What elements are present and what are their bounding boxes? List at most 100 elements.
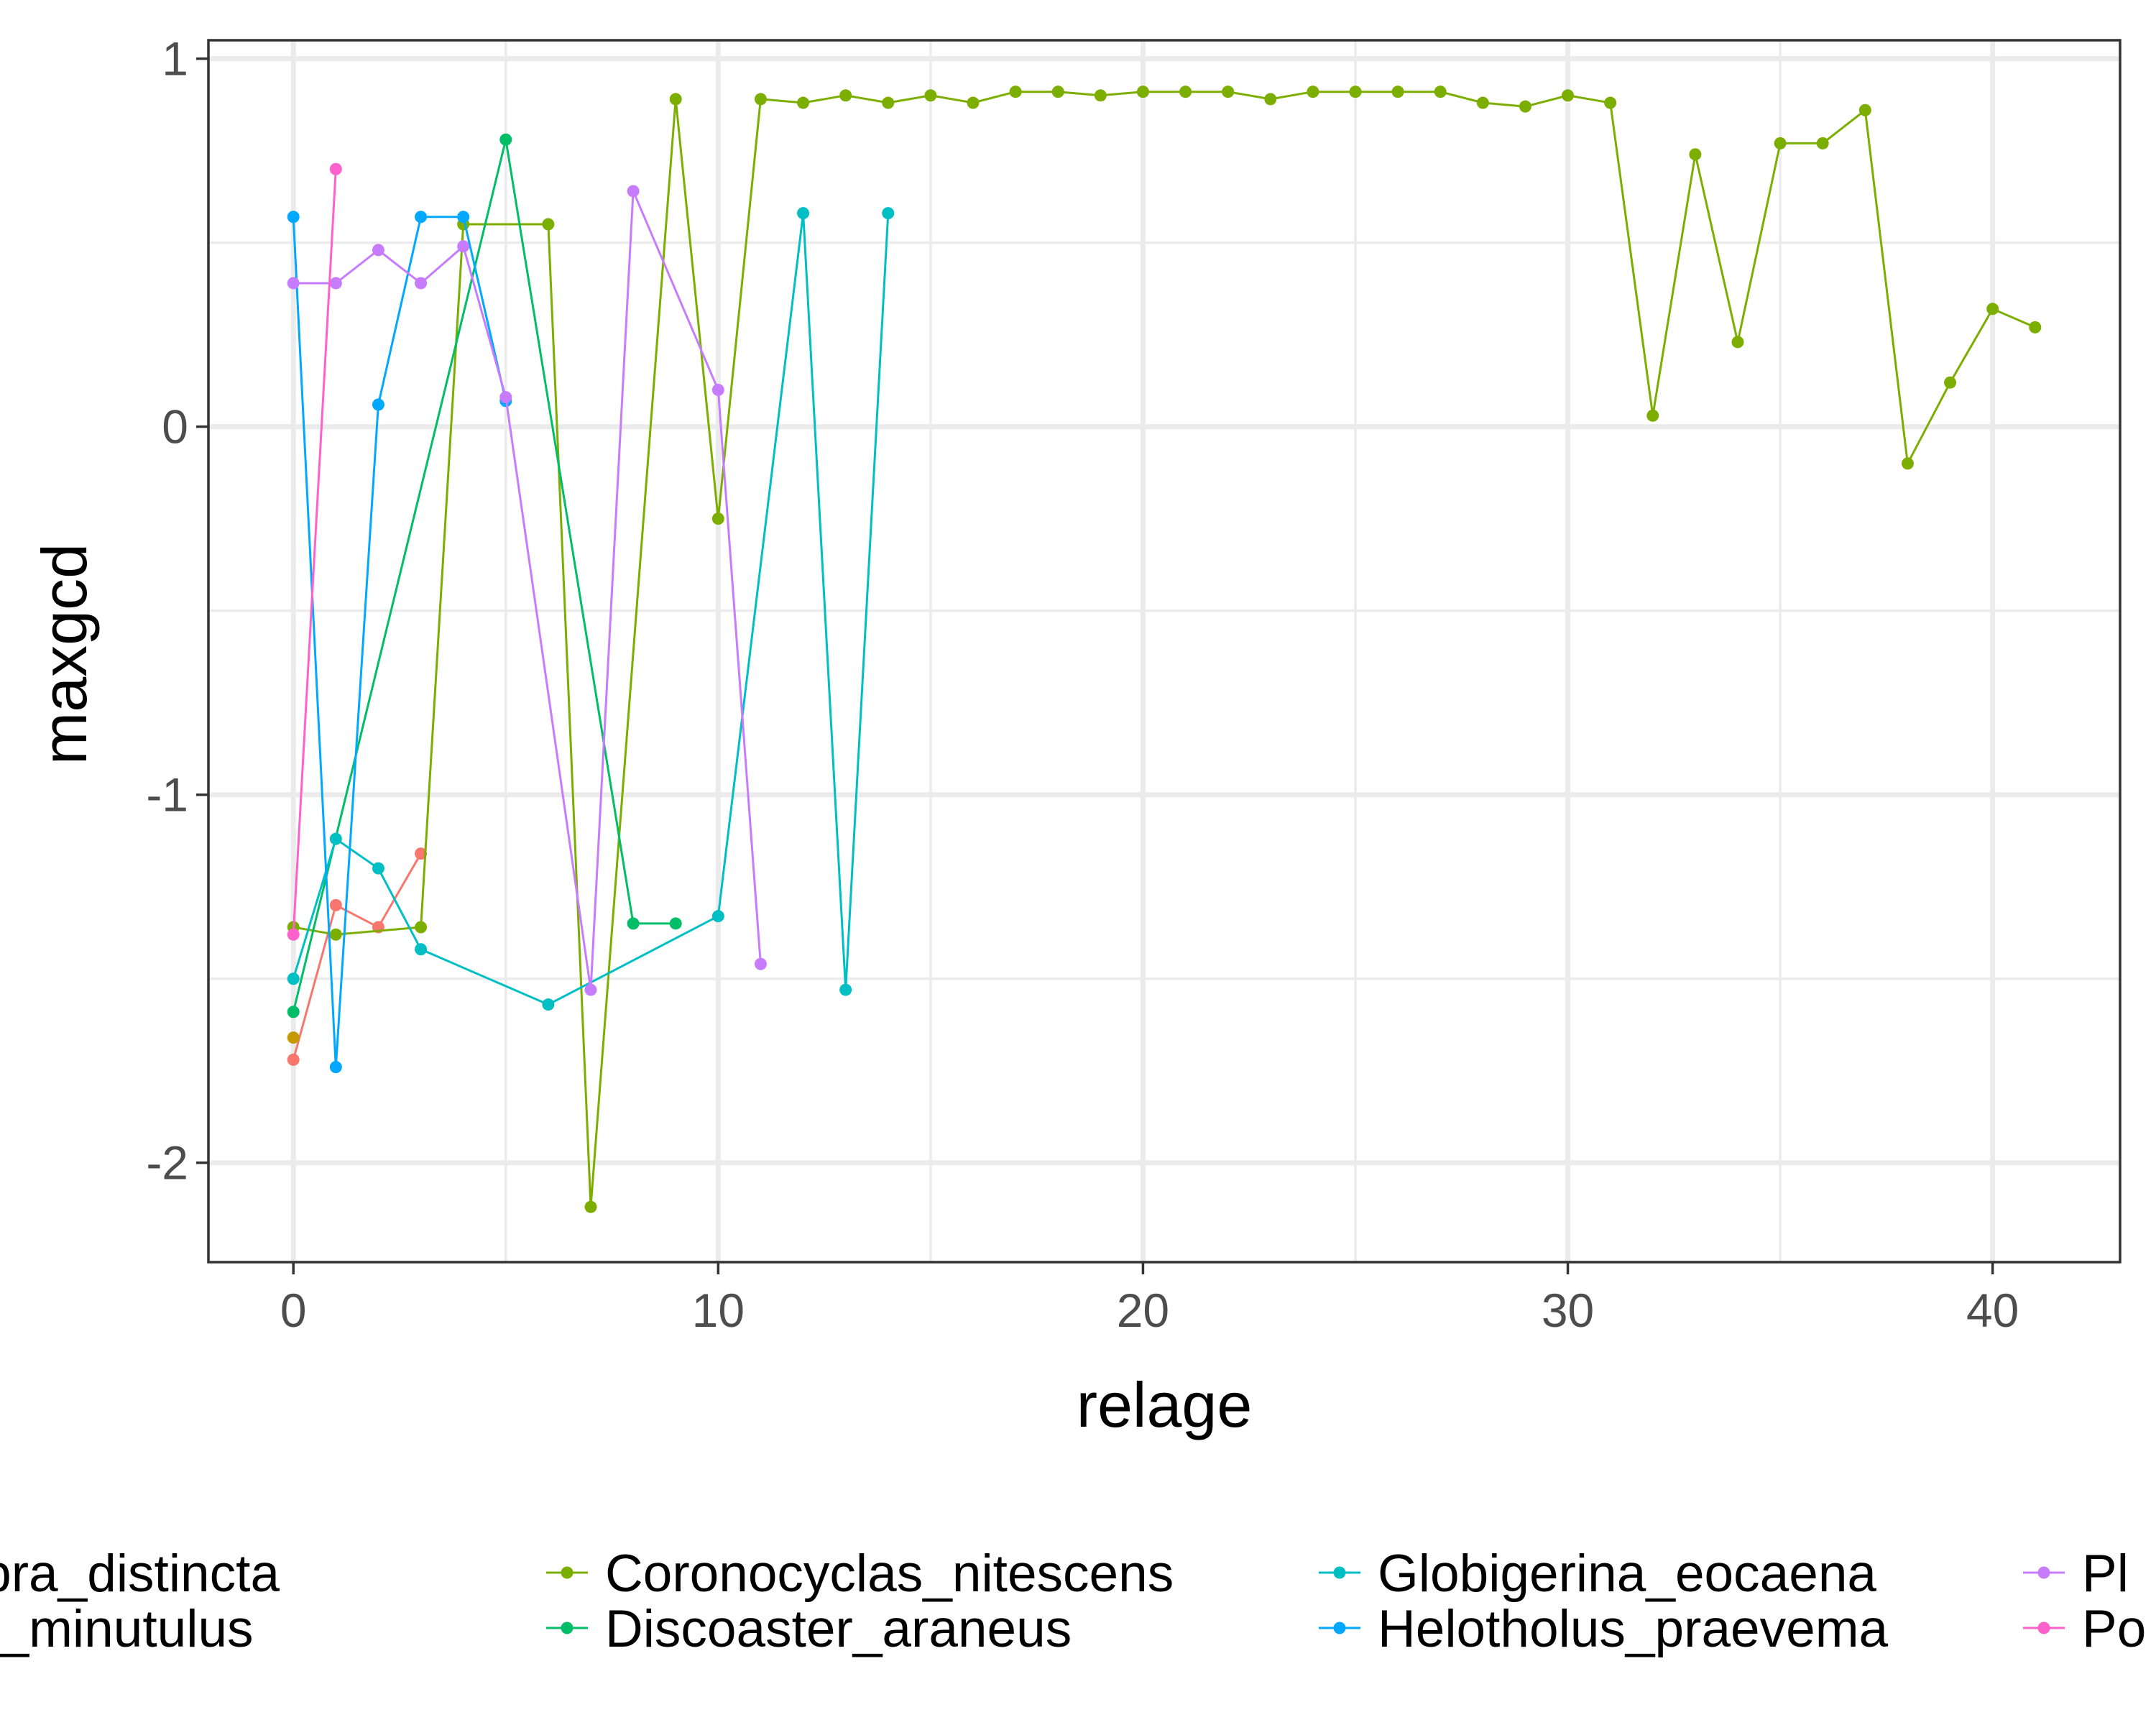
legend-item: colithus_minutulus (0, 1600, 254, 1658)
data-point (1646, 409, 1659, 422)
data-point (329, 898, 342, 911)
x-tick-label: 10 (692, 1284, 745, 1337)
data-point (1562, 89, 1575, 102)
series-erolampra_distincta (287, 847, 428, 1066)
legend-label: Pl (2082, 1545, 2129, 1603)
data-point (542, 218, 555, 231)
data-point (627, 917, 640, 930)
y-tick-label: 0 (162, 400, 188, 454)
data-point (2029, 321, 2042, 334)
series-line (292, 169, 337, 935)
data-point (457, 211, 470, 224)
legend-key-point (2037, 1566, 2050, 1579)
data-point (287, 972, 300, 985)
data-point (711, 383, 724, 396)
legend-label: Po (2082, 1600, 2146, 1658)
data-point (711, 512, 724, 525)
data-point (287, 211, 300, 224)
data-point (1307, 86, 1319, 98)
series-Pl (287, 185, 767, 996)
data-point (1731, 336, 1744, 349)
data-point (542, 998, 555, 1011)
legend-key-point (1333, 1622, 1346, 1634)
data-point (372, 244, 384, 257)
data-point (287, 277, 300, 290)
legend-label: erolampra_distincta (0, 1545, 280, 1603)
legend-label: colithus_minutulus (0, 1600, 254, 1658)
data-point (329, 928, 342, 941)
data-point (797, 96, 810, 109)
x-tick-label: 20 (1117, 1284, 1169, 1337)
data-point (372, 398, 384, 411)
series-line (292, 139, 676, 1013)
data-point (329, 162, 342, 175)
data-point (797, 207, 810, 220)
data-point (1901, 457, 1914, 470)
x-tick-label: 40 (1966, 1284, 2019, 1337)
data-point (1774, 137, 1787, 150)
data-point (1944, 376, 1957, 389)
legend-key-point (2037, 1622, 2050, 1634)
x-tick-label: 0 (280, 1284, 307, 1337)
data-point (287, 1006, 300, 1018)
data-point (329, 277, 342, 290)
data-point (1519, 100, 1531, 113)
data-point (415, 847, 428, 860)
data-point (1051, 86, 1064, 98)
x-axis-title: relage (1077, 1369, 1253, 1440)
data-point (1009, 86, 1022, 98)
data-point (882, 207, 895, 220)
data-point (1986, 303, 1999, 316)
data-point (415, 921, 428, 934)
series-Po (287, 162, 342, 941)
data-point (1476, 96, 1489, 109)
data-point (669, 917, 682, 930)
legend-key-point (561, 1622, 573, 1634)
x-tick-label: 30 (1542, 1284, 1594, 1337)
data-point (372, 862, 384, 875)
data-point (1349, 86, 1362, 98)
legend-item: Pl (2023, 1545, 2129, 1603)
data-point (1434, 86, 1447, 98)
y-tick-label: -2 (146, 1136, 188, 1190)
legend-item: Coronocyclas_nitescens (546, 1545, 1174, 1603)
legend-key-point (1333, 1566, 1346, 1579)
data-point (1604, 96, 1617, 109)
data-point (329, 1061, 342, 1074)
series-Discoaster_araneus (287, 133, 682, 1018)
data-series (287, 86, 2042, 1213)
y-axis-title: maxgcd (29, 543, 100, 765)
legend-label: Globigerina_eocaena (1378, 1545, 1876, 1603)
data-point (499, 391, 512, 404)
legend-label: Helotholus_praevema (1378, 1600, 1889, 1658)
y-tick-label: -1 (146, 768, 188, 822)
data-point (499, 133, 512, 146)
series-line (292, 852, 422, 1060)
legend-item: Po (2023, 1600, 2146, 1658)
data-point (287, 1031, 300, 1044)
data-point (754, 93, 767, 106)
series-Helotholus_praevema (287, 211, 512, 1074)
data-point (584, 983, 597, 996)
series-colithus_minutulus (287, 1031, 300, 1044)
legend-item: Helotholus_praevema (1319, 1600, 1889, 1658)
data-point (1264, 93, 1277, 106)
legend-label: Coronocyclas_nitescens (605, 1545, 1174, 1603)
series-line (292, 216, 507, 1067)
data-point (711, 910, 724, 923)
data-point (1689, 148, 1702, 161)
data-point (1136, 86, 1149, 98)
data-point (1391, 86, 1404, 98)
plot-panel-border (207, 39, 2122, 1264)
data-point (287, 928, 300, 941)
legend-item: erolampra_distincta (0, 1545, 280, 1603)
data-point (287, 1053, 300, 1066)
data-point (754, 957, 767, 970)
data-point (1816, 137, 1829, 150)
legend: erolampra_distinctacolithus_minutulus Cor… (0, 1545, 2146, 1658)
legend-key-point (561, 1566, 573, 1579)
data-point (584, 1200, 597, 1213)
data-point (415, 211, 428, 224)
